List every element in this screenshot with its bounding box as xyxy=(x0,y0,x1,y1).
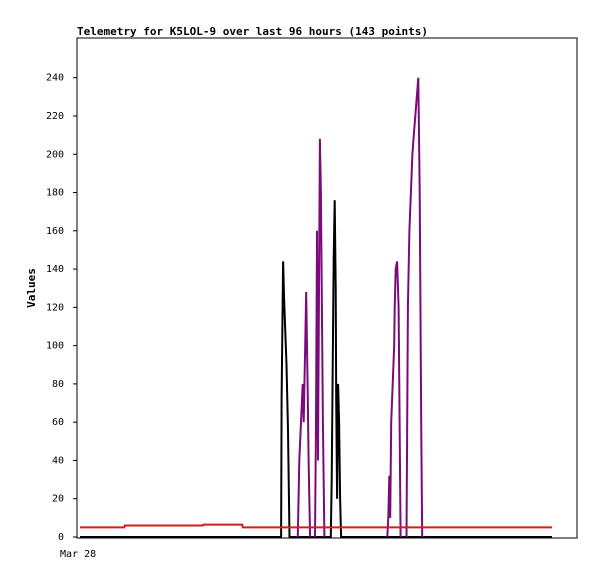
y-tick-label: 200 xyxy=(46,149,64,160)
y-tick-label: 100 xyxy=(46,341,64,352)
y-tick-label: 140 xyxy=(46,264,64,275)
series-black-line xyxy=(80,200,552,538)
series-layer xyxy=(80,77,552,538)
series-purple-line xyxy=(314,138,326,538)
series-purple-line xyxy=(296,291,312,538)
x-axis-ticks: Mar 28 xyxy=(60,549,96,560)
y-tick-label: 0 xyxy=(58,532,64,543)
chart-title: Telemetry for K5LOL-9 over last 96 hours… xyxy=(77,25,428,38)
y-axis-ticks: 0 20 40 60 80 100 120 140 160 180 200 220 240 xyxy=(46,73,77,543)
series-red-line xyxy=(80,523,552,529)
y-tick-label: 240 xyxy=(46,73,64,84)
y-tick-label: 20 xyxy=(52,494,64,505)
y-tick-label: 120 xyxy=(46,302,64,313)
series-purple-line xyxy=(405,77,424,538)
plot-frame xyxy=(76,37,578,539)
y-tick-label: 80 xyxy=(52,379,64,390)
y-tick-label: 220 xyxy=(46,111,64,122)
series-purple-line xyxy=(386,261,402,538)
y-tick-label: 60 xyxy=(52,417,64,428)
y-axis-label: Values xyxy=(25,268,38,308)
x-tick-label: Mar 28 xyxy=(60,549,96,560)
y-tick-label: 180 xyxy=(46,188,64,199)
y-tick-label: 40 xyxy=(52,455,64,466)
y-tick-label: 160 xyxy=(46,226,64,237)
